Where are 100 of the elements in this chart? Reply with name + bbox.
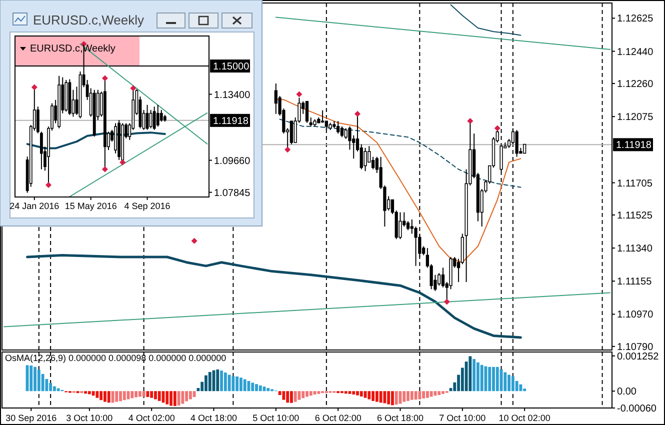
candlestick — [305, 100, 309, 124]
point — [102, 75, 108, 82]
bar — [472, 359, 476, 392]
bar — [30, 366, 33, 392]
bar — [146, 391, 150, 398]
point — [296, 91, 302, 98]
y-tick-label: 1.11705 — [617, 178, 653, 190]
ref-line-label: 1.15000 — [213, 62, 250, 73]
point — [191, 238, 198, 244]
y-tick-label: 1.10970 — [617, 310, 654, 321]
chart-title: EURUSD.c,Weekly — [33, 12, 144, 28]
candlestick — [398, 212, 402, 240]
bar — [37, 370, 40, 392]
bar — [96, 391, 99, 398]
bar — [243, 379, 246, 392]
bar — [492, 366, 495, 392]
candlestick — [156, 104, 160, 128]
bar — [391, 391, 394, 406]
bar — [511, 376, 514, 392]
bar — [306, 391, 308, 397]
point — [467, 118, 474, 124]
bar — [508, 374, 510, 392]
bar — [356, 391, 359, 396]
y-tick-label: 1.11340 — [617, 244, 653, 255]
bar — [480, 364, 484, 392]
bar — [348, 391, 352, 394]
bar — [402, 391, 406, 402]
bar — [130, 391, 134, 398]
point — [102, 166, 108, 172]
bar — [360, 391, 363, 396]
bar — [192, 391, 196, 398]
point — [354, 110, 361, 117]
bar — [166, 391, 169, 404]
bar — [313, 391, 316, 394]
bar — [418, 391, 422, 400]
bar — [239, 378, 242, 392]
bar — [266, 388, 270, 392]
candlestick — [114, 122, 117, 154]
bar — [488, 366, 492, 392]
x-tick-label: 4 Oct 02:00 — [128, 413, 175, 424]
bar — [282, 391, 286, 400]
bar — [258, 385, 262, 392]
candlestick — [344, 128, 348, 140]
bar — [317, 391, 320, 394]
bar — [104, 391, 106, 402]
bar — [442, 391, 444, 394]
bar — [394, 391, 398, 405]
bar — [375, 391, 378, 402]
point — [31, 84, 38, 90]
y-tick-label: 1.10790 — [617, 342, 654, 353]
x-tick-label: 24 Jan 2016 — [10, 201, 60, 212]
bar — [185, 391, 188, 402]
bar — [344, 391, 348, 394]
bar — [504, 372, 507, 392]
bar — [216, 369, 220, 392]
line-series — [279, 118, 522, 188]
candlestick — [152, 106, 156, 130]
bar — [115, 391, 118, 402]
x-tick-label: 4 Sep 2016 — [124, 201, 170, 212]
bar — [52, 386, 56, 392]
bar — [220, 370, 223, 392]
y-tick-label: 0.001252 — [617, 351, 660, 362]
bar — [142, 391, 146, 397]
bar — [49, 382, 52, 392]
point — [46, 182, 52, 188]
bar — [372, 391, 375, 401]
bar — [251, 382, 254, 392]
bar — [496, 366, 499, 392]
candlestick — [438, 272, 441, 286]
bar — [188, 391, 192, 400]
y-tick-label: 1.07845 — [214, 188, 251, 199]
candlestick — [160, 109, 163, 122]
ref-line-label: 1.11918 — [213, 116, 249, 127]
x-tick-label: 10 Oct 02:00 — [498, 413, 550, 424]
bar — [476, 362, 480, 392]
bar — [119, 391, 122, 402]
y-tick-label: 1.13400 — [214, 90, 251, 101]
bar — [92, 391, 95, 396]
y-tick-label: -0.00060 — [617, 404, 657, 414]
y-tick-label: 1.11525 — [617, 210, 653, 222]
candlestick — [149, 109, 152, 129]
bar — [138, 391, 142, 397]
line-series — [450, 4, 522, 36]
point — [494, 125, 500, 132]
candlestick — [320, 110, 324, 124]
y-tick-label: 1.12260 — [617, 78, 654, 90]
bar — [181, 391, 184, 404]
y-tick-label: 1.12625 — [617, 14, 654, 25]
bar — [56, 388, 60, 392]
x-tick-label: 30 Sep 2016 — [6, 413, 57, 424]
bar — [426, 391, 429, 398]
candlestick — [410, 218, 414, 234]
bar — [286, 391, 290, 403]
x-tick-label: 7 Oct 10:00 — [439, 413, 486, 424]
bar — [84, 391, 87, 394]
point — [130, 85, 136, 92]
bar — [290, 391, 293, 403]
bar — [294, 391, 297, 402]
chart-title: OsMA(12,26,9) 0.000000 0.000098 0.000000 0.000000 — [5, 353, 226, 364]
x-tick-label: 4 Oct 18:00 — [190, 413, 238, 424]
